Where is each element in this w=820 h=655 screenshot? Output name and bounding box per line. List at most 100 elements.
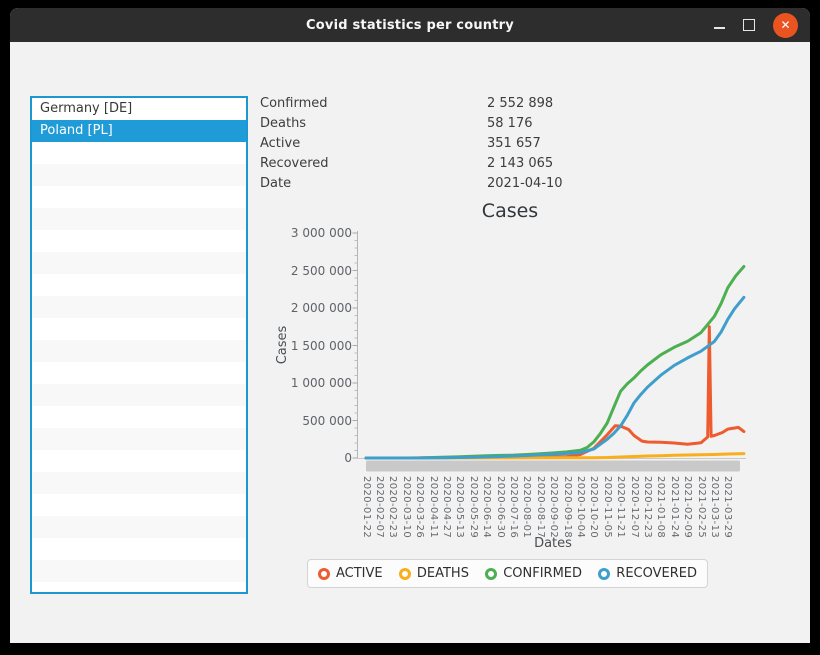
list-item[interactable] (32, 428, 246, 450)
y-tick-label: 1 000 000 (290, 376, 352, 390)
chart-title: Cases (481, 200, 539, 222)
legend-item-deaths[interactable]: DEATHS (398, 566, 469, 581)
window-content: Germany [DE] Poland [PL] Confirmed 2 552 8… (10, 42, 810, 643)
list-item[interactable]: Germany [DE] (40, 101, 133, 116)
x-tick-label: 2020-06-14 (481, 476, 493, 539)
line-chart (352, 231, 746, 472)
list-item[interactable] (32, 340, 246, 362)
x-tick-label: 2020-01-22 (360, 476, 372, 539)
stat-row: Recovered 2 143 065 (260, 154, 563, 174)
legend-item-confirmed[interactable]: CONFIRMED (485, 566, 582, 581)
series-line-confirmed (364, 265, 746, 460)
legend-marker-icon (398, 567, 411, 580)
stat-value: 351 657 (487, 136, 541, 151)
legend-marker-icon (485, 567, 498, 580)
x-tick-label: 2020-08-17 (534, 476, 546, 539)
window-title: Covid statistics per country (306, 17, 514, 33)
x-tick-label: 2020-06-30 (494, 476, 506, 539)
stat-value: 2021-04-10 (487, 176, 563, 191)
series-line-deaths (364, 452, 746, 460)
stat-value: 2 143 065 (487, 156, 554, 171)
stat-row: Date 2021-04-10 (260, 174, 563, 194)
stat-value: 58 176 (487, 116, 533, 131)
list-item[interactable] (32, 472, 246, 494)
x-axis-title: Dates (534, 536, 572, 551)
x-tick-label: 2020-09-02 (548, 476, 560, 539)
maximize-icon[interactable] (743, 19, 755, 31)
stat-label: Deaths (260, 116, 307, 131)
list-item[interactable] (32, 186, 246, 208)
y-tick-label: 2 500 000 (290, 263, 352, 278)
stat-label: Date (260, 176, 292, 191)
y-tick-label: 0 (344, 451, 352, 465)
y-tick-label: 1 500 000 (290, 338, 352, 353)
stat-label: Confirmed (260, 96, 328, 111)
list-item[interactable] (32, 296, 246, 318)
app-window: Covid statistics per country ✕ Germany [… (10, 8, 810, 643)
minimize-icon[interactable] (714, 27, 725, 29)
y-tick-label: 500 000 (302, 413, 352, 428)
x-tick-label: 2020-10-04 (574, 476, 586, 539)
list-item[interactable] (32, 516, 246, 538)
legend-marker-icon (598, 567, 611, 580)
list-item[interactable] (32, 164, 246, 186)
list-item[interactable] (32, 406, 246, 428)
x-tick-label: 2020-02-07 (373, 476, 385, 539)
x-tick-label: 2020-08-01 (521, 476, 533, 539)
legend-marker-icon (318, 567, 330, 580)
x-tick-label: 2021-02-25 (695, 476, 707, 539)
stat-row: Active 351 657 (260, 134, 563, 154)
country-list: Germany [DE] Poland [PL] (30, 96, 248, 594)
stat-value: 2 552 898 (487, 96, 554, 111)
list-item[interactable]: Poland [PL] (32, 120, 246, 142)
list-item[interactable] (32, 208, 246, 230)
list-item[interactable] (32, 384, 246, 406)
x-tick-label: 2020-12-23 (641, 476, 653, 539)
x-tick-label: 2020-11-05 (601, 476, 613, 539)
list-item[interactable] (32, 560, 246, 582)
x-tick-label: 2020-05-13 (454, 476, 466, 539)
x-tick-label: 2021-03-13 (708, 476, 720, 539)
series-line-recovered (364, 295, 746, 460)
x-tick-label: 2021-01-24 (668, 476, 680, 539)
stats-panel: Confirmed 2 552 898 Deaths 58 176 Active 351 … (260, 94, 563, 194)
x-tick-label: 2020-11-21 (615, 476, 627, 539)
stat-label: Active (260, 136, 301, 151)
x-tick-label: 2020-10-20 (588, 476, 600, 539)
stat-label: Recovered (260, 156, 329, 171)
titlebar[interactable]: Covid statistics per country ✕ (10, 8, 810, 42)
chart-legend: ACTIVE DEATHS CONFIRMED RECOVERED (307, 559, 708, 588)
list-item[interactable] (32, 494, 246, 516)
list-item[interactable] (32, 318, 246, 340)
x-tick-label: 2020-09-18 (561, 476, 573, 539)
x-tick-label: 2021-03-29 (722, 476, 734, 539)
x-tick-label: 2020-03-10 (400, 476, 412, 539)
y-tick-label: 2 000 000 (290, 301, 352, 315)
legend-label: RECOVERED (616, 566, 697, 581)
stat-row: Confirmed 2 552 898 (260, 94, 563, 114)
legend-label: CONFIRMED (503, 566, 583, 581)
legend-item-active[interactable]: ACTIVE (318, 566, 383, 581)
list-item[interactable] (32, 362, 246, 384)
x-tick-label: 2020-05-29 (467, 476, 479, 539)
legend-label: DEATHS (416, 566, 469, 581)
x-tick-label: 2020-04-11 (427, 476, 439, 539)
x-tick-label: 2020-07-16 (507, 476, 519, 539)
chart-scrollbar[interactable] (366, 460, 740, 472)
x-tick-label: 2020-12-07 (628, 476, 640, 539)
list-item[interactable] (32, 274, 246, 296)
list-item[interactable] (32, 142, 246, 164)
legend-label: ACTIVE (336, 566, 383, 581)
x-tick-label: 2020-02-23 (387, 476, 399, 539)
list-item[interactable] (32, 230, 246, 252)
x-tick-label: 2021-02-09 (682, 476, 694, 539)
stat-row: Deaths 58 176 (260, 114, 563, 134)
close-icon[interactable]: ✕ (773, 12, 798, 38)
list-item[interactable] (32, 450, 246, 472)
x-tick-label: 2020-04-27 (440, 476, 452, 539)
list-item[interactable] (32, 252, 246, 274)
x-tick-label: 2021-01-08 (655, 476, 667, 539)
x-tick-label: 2020-03-26 (414, 476, 426, 539)
legend-item-recovered[interactable]: RECOVERED (598, 566, 697, 581)
list-item[interactable] (32, 538, 246, 560)
